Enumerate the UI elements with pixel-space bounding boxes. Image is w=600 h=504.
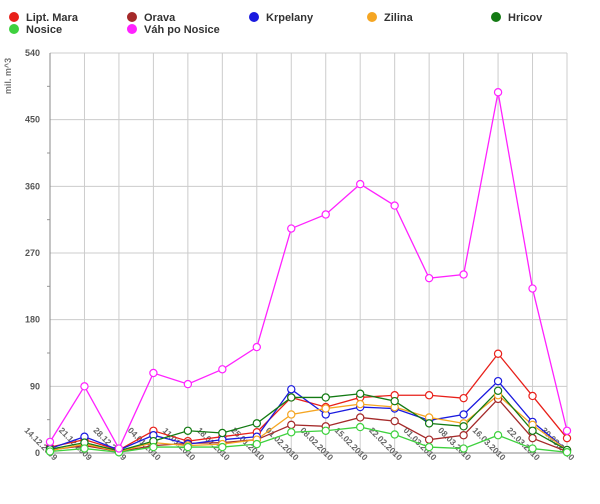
data-point <box>321 393 330 402</box>
legend-label: Zilina <box>384 12 414 24</box>
data-point <box>562 426 572 435</box>
data-point <box>459 393 468 403</box>
series-line <box>49 389 568 452</box>
y-tick-label: 360 <box>25 181 40 191</box>
chart-axes <box>49 53 567 454</box>
y-tick-label: 180 <box>25 315 40 325</box>
x-tick-label: 15.02.2010 <box>333 425 370 462</box>
data-point <box>287 428 296 437</box>
legend-label: Nosice <box>26 24 62 36</box>
data-point <box>424 391 434 400</box>
data-point <box>493 376 503 386</box>
y-tick-label: 540 <box>25 48 40 58</box>
legend-marker <box>491 12 501 22</box>
series-line <box>49 380 568 451</box>
x-tick-label: 14.12.2009 <box>23 425 60 462</box>
data-point <box>183 426 193 435</box>
y-tick-label: 90 <box>30 381 40 391</box>
data-point <box>528 284 537 293</box>
legend-marker <box>9 12 19 22</box>
data-point <box>424 273 434 283</box>
data-point <box>356 422 365 432</box>
data-point <box>287 410 296 419</box>
data-point <box>459 444 468 453</box>
legend-marker <box>367 12 377 22</box>
data-point <box>287 224 296 233</box>
data-point <box>252 439 261 449</box>
x-tick-label: 22.02.2010 <box>367 425 404 462</box>
x-axis-ticks: 14.12.200921.12.200928.12.200904.01.2010… <box>23 425 577 462</box>
data-point <box>493 386 503 395</box>
legend-marker <box>127 12 137 22</box>
data-point <box>356 413 365 422</box>
data-point <box>562 433 572 443</box>
data-point <box>252 342 261 352</box>
data-point <box>528 426 537 435</box>
data-point <box>528 433 537 443</box>
data-point <box>390 396 399 406</box>
data-point <box>562 448 572 457</box>
data-point <box>149 442 158 452</box>
data-point <box>252 419 261 428</box>
data-point <box>183 379 193 389</box>
data-point <box>424 442 434 452</box>
data-point <box>287 420 296 430</box>
y-axis-label: mil. m^3 <box>3 58 13 94</box>
legend-marker <box>9 24 19 34</box>
chart-series <box>45 88 572 457</box>
y-axis-ticks: 0 90 180 270 360 450 540 <box>25 48 40 458</box>
y-tick-label: 450 <box>25 115 40 125</box>
data-point <box>45 437 55 447</box>
data-point <box>321 426 330 435</box>
data-point <box>459 431 468 440</box>
series-line <box>49 426 568 453</box>
data-point <box>493 88 503 97</box>
legend-marker <box>249 12 259 22</box>
data-point <box>218 365 227 374</box>
data-point <box>218 428 227 438</box>
data-point <box>287 393 296 402</box>
data-point <box>287 385 296 394</box>
y-tick-label: 270 <box>25 248 40 258</box>
data-point <box>528 444 537 453</box>
data-point <box>356 399 365 409</box>
data-point <box>459 410 468 419</box>
data-point <box>424 435 434 444</box>
data-point <box>321 404 330 413</box>
data-point <box>528 391 537 401</box>
data-point <box>459 422 468 431</box>
x-tick-label: 22.03.2010 <box>505 425 542 462</box>
data-point <box>390 201 399 210</box>
legend-label: Lipt. Mara <box>26 12 79 24</box>
data-point <box>493 431 503 440</box>
legend-label: Orava <box>144 12 176 24</box>
data-point <box>424 419 434 428</box>
data-point <box>183 442 193 452</box>
data-point <box>356 179 365 189</box>
legend-marker <box>127 24 137 34</box>
data-point <box>390 430 399 439</box>
chart-legend: Lipt. Mara Orava Krpelany Zilina Hricov Nosic… <box>9 12 543 36</box>
data-point <box>45 447 55 456</box>
data-point <box>356 389 365 398</box>
data-point <box>149 368 158 378</box>
data-point <box>390 416 399 426</box>
data-point <box>114 444 124 453</box>
legend-label: Hricov <box>508 12 543 24</box>
data-point <box>459 270 468 279</box>
legend-label: Krpelany <box>266 12 314 24</box>
chart-grid <box>47 52 568 454</box>
data-point <box>321 210 330 219</box>
data-point <box>80 382 89 391</box>
y-tick-label: 0 <box>35 448 40 458</box>
series-line <box>49 92 568 450</box>
legend-label: Váh po Nosice <box>144 24 220 36</box>
data-point <box>493 349 503 358</box>
data-point <box>80 444 89 453</box>
series-line <box>49 397 568 453</box>
data-point <box>218 442 227 452</box>
